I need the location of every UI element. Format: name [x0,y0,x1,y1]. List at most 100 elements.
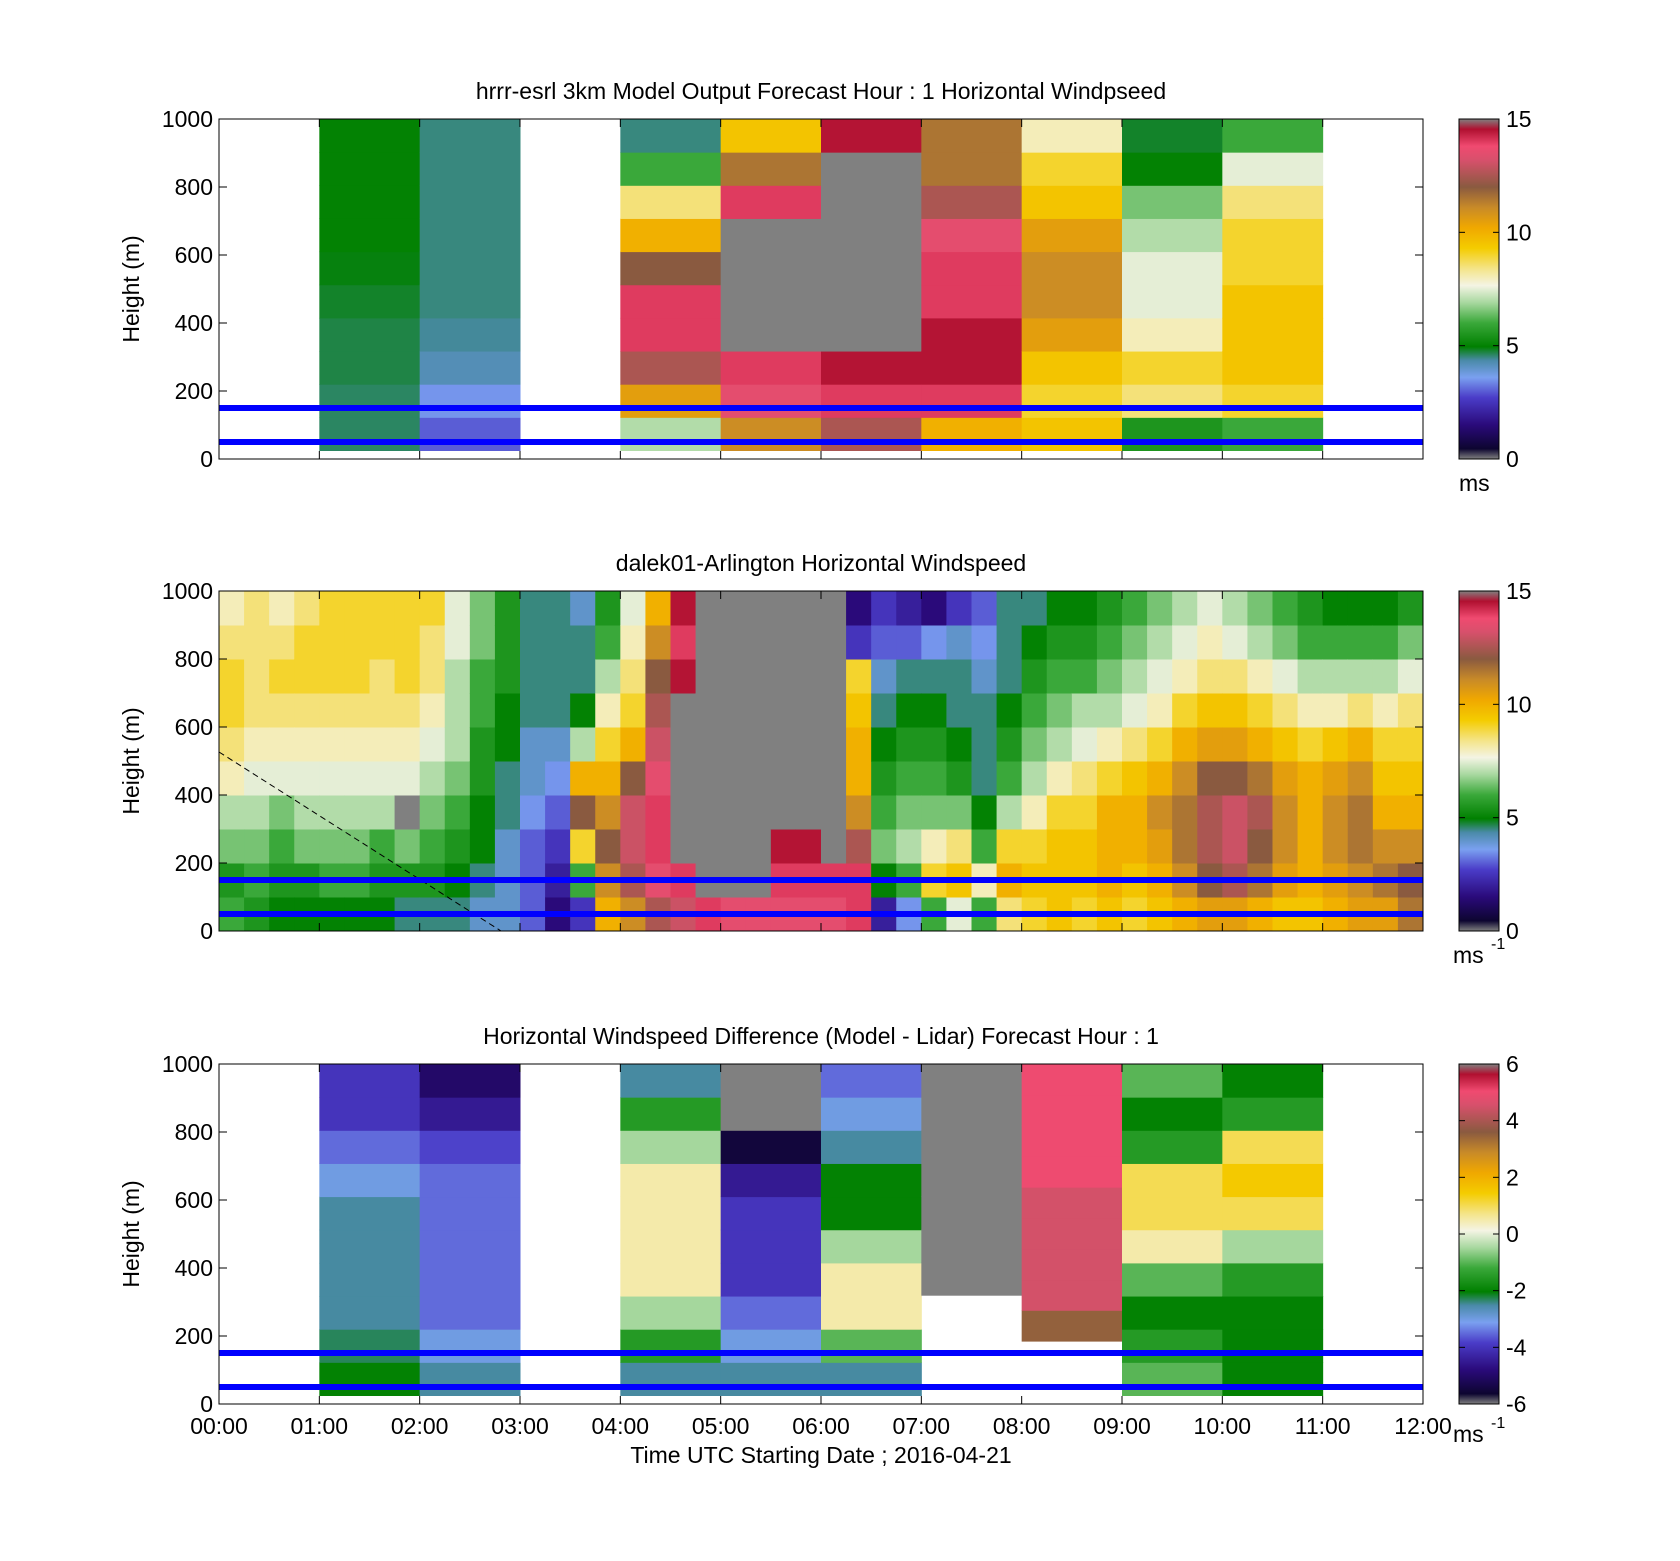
heatmap-cell [821,1130,922,1164]
heatmap-cell [595,625,621,660]
heatmap-cell [344,591,370,626]
heatmap-cell [319,417,421,451]
heatmap-cell [821,625,847,660]
heatmap-cell [921,317,1023,352]
heatmap-cell [294,829,320,864]
heatmap-cell [319,625,345,660]
colorbar-tick-label: -6 [1506,1391,1526,1417]
heatmap-cell [1021,693,1048,728]
heatmap-cell [419,829,446,864]
heatmap-cell [1372,727,1399,762]
heatmap-cell [595,727,621,762]
x-tick-label: 10:00 [1194,1413,1252,1439]
heatmap-cell [1021,761,1048,796]
heatmap-cell [1147,625,1173,660]
heatmap-cell [821,1196,922,1231]
heatmap-cell [1147,761,1173,796]
heatmap-cell [244,795,270,830]
heatmap-cell [1122,1064,1223,1098]
heatmap-cell [1122,829,1148,864]
heatmap-cell [419,659,446,694]
heatmap-cell [1197,659,1223,694]
heatmap-cell [946,591,972,626]
heatmap-cell [444,659,471,694]
heatmap-cell [570,795,596,830]
x-tick-label: 12:00 [1394,1413,1452,1439]
heatmap-cell [319,1229,421,1264]
heatmap-cell [821,591,847,626]
heatmap-cell [469,727,496,762]
heatmap-cell [871,693,897,728]
panel-title: hrrr-esrl 3km Model Output Forecast Hour… [476,78,1166,104]
heatmap-cell [921,351,1023,385]
heatmap-cell [821,218,922,253]
heatmap-cell [244,591,270,626]
heatmap-cell [1021,1187,1123,1219]
heatmap-cell [1046,591,1073,626]
heatmap-cell [946,693,972,728]
heatmap-cell [1021,152,1123,186]
heatmap-cell [319,317,421,352]
y-tick-label: 1000 [162,1051,213,1077]
heatmap-cell [1122,185,1223,219]
heatmap-cell [921,591,947,626]
heatmap-cell [946,625,972,660]
heatmap-cell [1122,727,1148,762]
heatmap-cell [294,659,320,694]
heatmap-cell [394,795,421,830]
heatmap-cell [921,1229,1023,1263]
heatmap-cell [1122,152,1223,186]
heatmap-cell [821,1229,922,1264]
heatmap-cell [545,693,571,728]
y-tick-label: 1000 [162,106,213,132]
heatmap-cell [1322,829,1349,864]
heatmap-cell [319,1296,421,1330]
heatmap-cell [1322,795,1349,830]
heatmap-cell [921,795,947,830]
colorbar-tick-label: 10 [1506,219,1532,245]
heatmap-cell [1096,727,1123,762]
heatmap-cell [1322,693,1349,728]
heatmap-cell [620,1296,722,1330]
heatmap-cell [269,591,295,626]
heatmap-cell [670,727,697,762]
heatmap-cell [1247,693,1273,728]
heatmap-cell [620,761,646,796]
heatmap-cell [1122,659,1148,694]
heatmap-cell [1122,417,1223,451]
heatmap-cell [1122,1329,1223,1363]
heatmap-cell [645,829,671,864]
heatmap-cell [745,591,772,626]
heatmap-cell [419,761,446,796]
heatmap-cell [1122,625,1148,660]
heatmap-cell [971,727,998,762]
heatmap-cell [419,1229,521,1264]
reference-lines [219,877,1423,917]
heatmap-cell [269,829,295,864]
colorbar-tick-label: 6 [1506,1051,1519,1077]
colorbar-tick-label: 0 [1506,1221,1519,1247]
heatmap-cell [1122,384,1223,418]
heatmap-cell [1297,625,1324,660]
heatmap-cell [319,1196,421,1231]
heatmap-cell [1046,795,1073,830]
y-axis: 0 200 400 600 800 1000 [162,106,1423,472]
heatmap-cell [1222,761,1248,796]
heatmap-cell [720,1097,822,1131]
heatmap-cell [394,659,421,694]
heatmap-cell [1021,1064,1123,1096]
heatmap-cell [1122,317,1223,352]
heatmap-cell [1372,795,1399,830]
heatmap-cell [620,119,722,153]
heatmap-cell [645,591,671,626]
heatmap-cell [921,727,947,762]
heatmap-cell [620,185,722,219]
heatmap-cell [720,119,822,153]
heatmap-cell [1222,795,1248,830]
heatmap-cell [494,829,521,864]
heatmap-cell [269,795,295,830]
heatmap-cell [770,659,797,694]
heatmap-cell [896,829,922,864]
heatmap-cell [319,693,345,728]
heatmap-cell [1046,693,1073,728]
